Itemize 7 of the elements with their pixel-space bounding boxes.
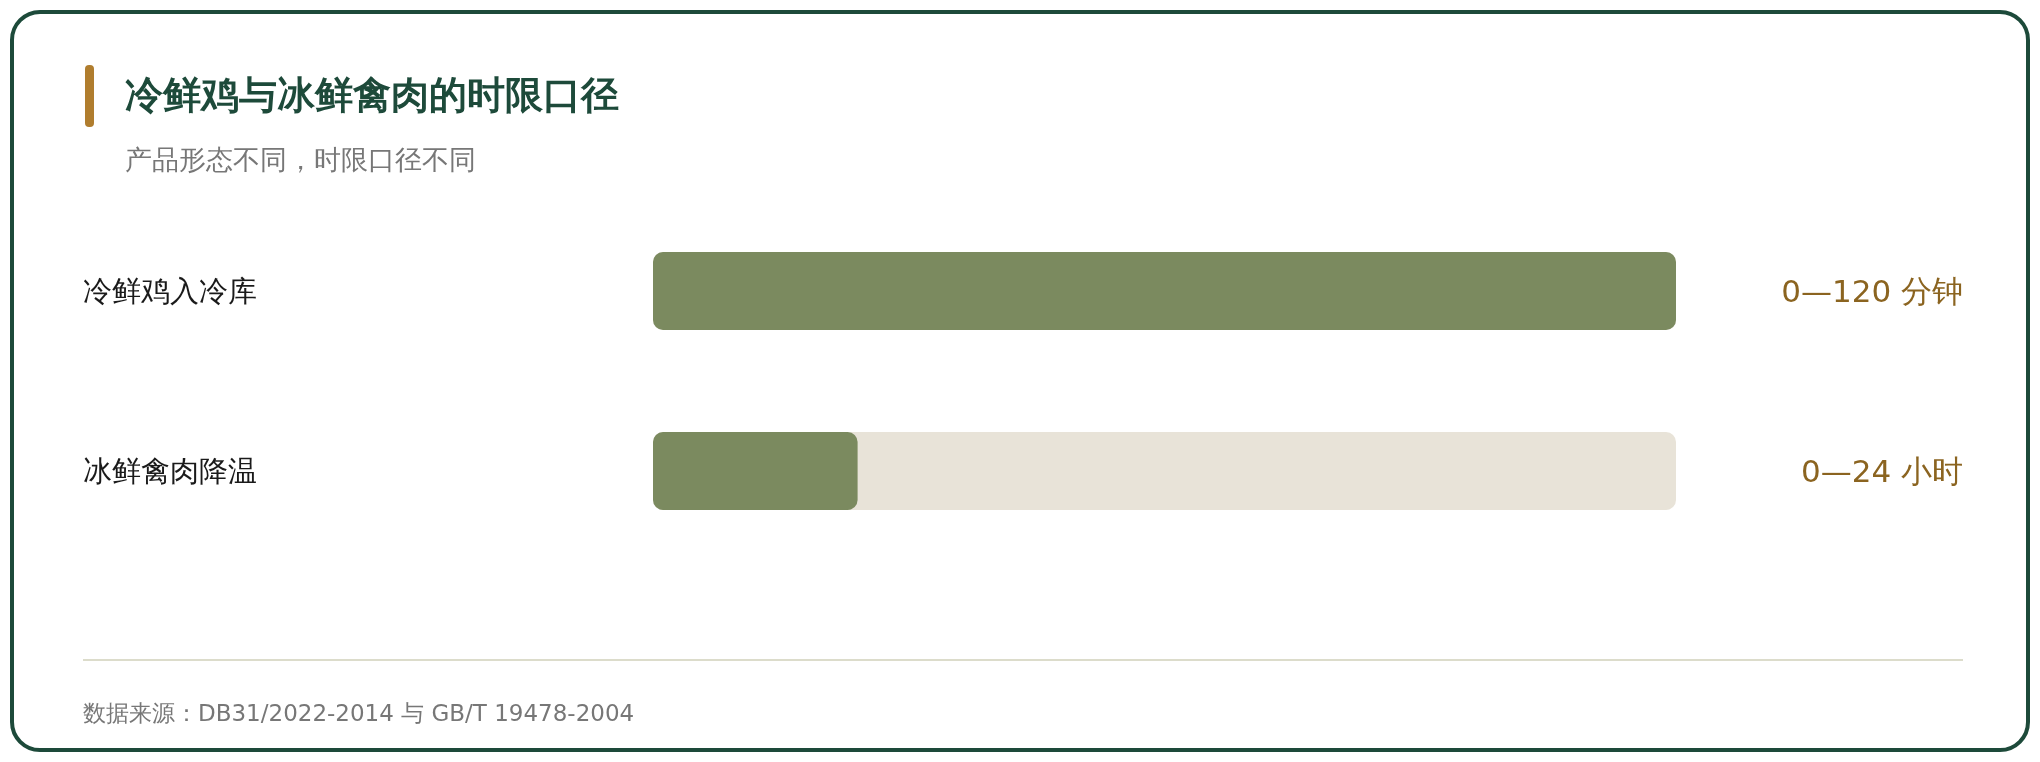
y-tick-label: 冷鲜鸡入冷库 [83,274,257,308]
y-tick-label: 冰鲜禽肉降温 [83,454,257,488]
chart-title: 冷鲜鸡与冰鲜禽肉的时限口径 [125,72,619,119]
data-label: 0—120 分钟 [1781,273,1963,309]
text: 产品形态不同，时限口径不同 [125,143,476,177]
source-note: 数据来源：DB31/2022-2014 与 GB/T 19478-2004 [83,699,635,728]
data-label: 0—24 小时 [1800,453,1963,489]
